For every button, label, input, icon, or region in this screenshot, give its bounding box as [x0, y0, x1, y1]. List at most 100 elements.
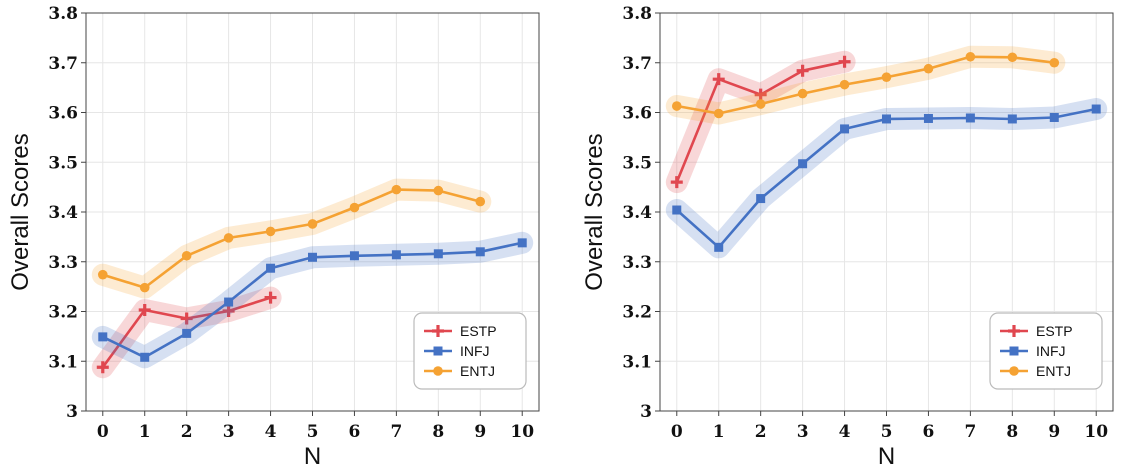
- x-tick-label-9: 9: [1048, 422, 1060, 442]
- point-entj-9: [1049, 57, 1060, 68]
- point-infj-0: [672, 205, 682, 215]
- legend-item-infj: INFJ: [424, 343, 490, 359]
- legend: ESTP INFJ ENTJ: [413, 312, 527, 390]
- point-entj-2: [755, 99, 766, 109]
- x-tick-label-5: 5: [881, 422, 893, 442]
- x-axis-title: N: [304, 443, 321, 470]
- legend-label-estp: ESTP: [1036, 323, 1073, 339]
- x-tick-label-4: 4: [265, 422, 277, 442]
- legend-marker-entj: [1009, 366, 1019, 376]
- y-tick-label-3-2: 3.2: [48, 303, 78, 323]
- point-infj-3: [224, 297, 234, 307]
- x-tick-label-10: 10: [1084, 422, 1108, 442]
- x-tick-label-2: 2: [755, 422, 767, 442]
- point-entj-2: [181, 250, 192, 261]
- plot-frame: [85, 12, 540, 412]
- x-tick-label-0: 0: [671, 422, 683, 442]
- legend-label-estp: ESTP: [460, 323, 497, 339]
- point-infj-8: [1007, 114, 1017, 124]
- series-infj: [665, 98, 1108, 259]
- y-axis-title: Overall Scores: [7, 133, 34, 290]
- chart-panel-2: 0 1 2 3 4 5 6 7 8 9 10 3 3.1 3.2 3.3 3.4 3.5 3.6 3.7 3.8 N Ov…: [581, 4, 1114, 470]
- y-tick-label-3-8: 3.8: [622, 4, 652, 24]
- line-entj: [676, 55, 1055, 115]
- point-infj-6: [923, 113, 933, 123]
- point-estp-3: [222, 305, 235, 318]
- point-entj-4: [265, 226, 276, 237]
- point-entj-8: [433, 185, 444, 196]
- y-tick-label-3-4: 3.4: [48, 203, 78, 223]
- y-tick-label-3-2: 3.2: [622, 303, 652, 323]
- point-estp-3: [796, 64, 809, 77]
- point-infj-6: [349, 251, 359, 261]
- y-tick-label-3-6: 3.6: [622, 104, 652, 124]
- line-entj: [102, 188, 481, 289]
- point-infj-10: [1091, 104, 1101, 114]
- point-estp-1: [712, 73, 725, 86]
- x-tick-label-5: 5: [307, 422, 319, 442]
- chart-panel-1: 0 1 2 3 4 5 6 7 8 9 10 3 3.1 3.2 3.3 3.4 3.5 3.6 3.7 3.8 N Ov…: [7, 4, 540, 470]
- point-infj-4: [840, 124, 850, 134]
- legend: ESTP INFJ ENTJ: [989, 312, 1103, 390]
- x-tick-label-0: 0: [97, 422, 109, 442]
- legend-marker-infj: [433, 346, 443, 356]
- point-estp-2: [754, 88, 767, 101]
- y-tick-label-3-8: 3.8: [48, 4, 78, 24]
- point-entj-6: [349, 202, 360, 213]
- series-entj: [665, 45, 1066, 125]
- point-estp-1: [138, 304, 151, 317]
- point-infj-2: [182, 328, 192, 338]
- point-estp-4: [264, 291, 277, 304]
- point-estp-0: [96, 361, 109, 374]
- x-tick-label-7: 7: [964, 422, 976, 442]
- series-estp: [91, 286, 282, 379]
- x-tick-label-9: 9: [474, 422, 486, 442]
- point-infj-1: [140, 352, 150, 362]
- plot-frame: [659, 12, 1114, 412]
- y-tick-label-3-7: 3.7: [48, 54, 78, 74]
- point-entj-9: [475, 196, 486, 207]
- point-infj-8: [433, 249, 443, 259]
- point-entj-7: [965, 51, 976, 62]
- x-tick-label-4: 4: [839, 422, 851, 442]
- point-entj-3: [223, 233, 234, 243]
- y-tick-label-3-7: 3.7: [622, 54, 652, 74]
- x-tick-label-1: 1: [139, 422, 151, 442]
- point-infj-0: [98, 332, 108, 342]
- legend-label-infj: INFJ: [460, 343, 490, 359]
- legend-marker-estp: [1008, 325, 1020, 337]
- y-tick-label-3-4: 3.4: [622, 203, 652, 223]
- legend-item-entj: ENTJ: [424, 363, 495, 379]
- point-infj-10: [517, 238, 527, 248]
- y-tick-label-3-5: 3.5: [622, 153, 652, 173]
- point-infj-7: [391, 250, 401, 260]
- y-tick-label-3-3: 3.3: [48, 253, 78, 273]
- legend-marker-infj: [1009, 346, 1019, 356]
- point-entj-6: [923, 63, 934, 74]
- x-tick-label-2: 2: [181, 422, 193, 442]
- x-tick-label-8: 8: [432, 422, 444, 442]
- point-entj-0: [671, 101, 682, 111]
- legend-marker-estp: [432, 325, 444, 337]
- y-tick-label-3-6: 3.6: [48, 104, 78, 124]
- y-tick-label-3-3: 3.3: [622, 253, 652, 273]
- point-infj-2: [756, 194, 766, 204]
- legend-item-infj: INFJ: [1000, 343, 1066, 359]
- x-tick-label-3: 3: [797, 422, 809, 442]
- x-tick-label-3: 3: [223, 422, 235, 442]
- legend-label-entj: ENTJ: [1036, 363, 1071, 379]
- point-infj-7: [965, 113, 975, 123]
- point-estp-4: [838, 55, 851, 68]
- legend-item-estp: ESTP: [1000, 323, 1073, 339]
- point-entj-7: [391, 184, 402, 195]
- y-tick-label-3-1: 3.1: [48, 352, 78, 372]
- y-tick-label-3: 3: [66, 402, 78, 422]
- point-entj-1: [139, 282, 150, 293]
- x-tick-label-7: 7: [390, 422, 402, 442]
- x-tick-label-1: 1: [713, 422, 725, 442]
- series-estp: [665, 50, 856, 194]
- y-tick-label-3: 3: [640, 402, 652, 422]
- legend-item-entj: ENTJ: [1000, 363, 1071, 379]
- x-tick-label-6: 6: [349, 422, 361, 442]
